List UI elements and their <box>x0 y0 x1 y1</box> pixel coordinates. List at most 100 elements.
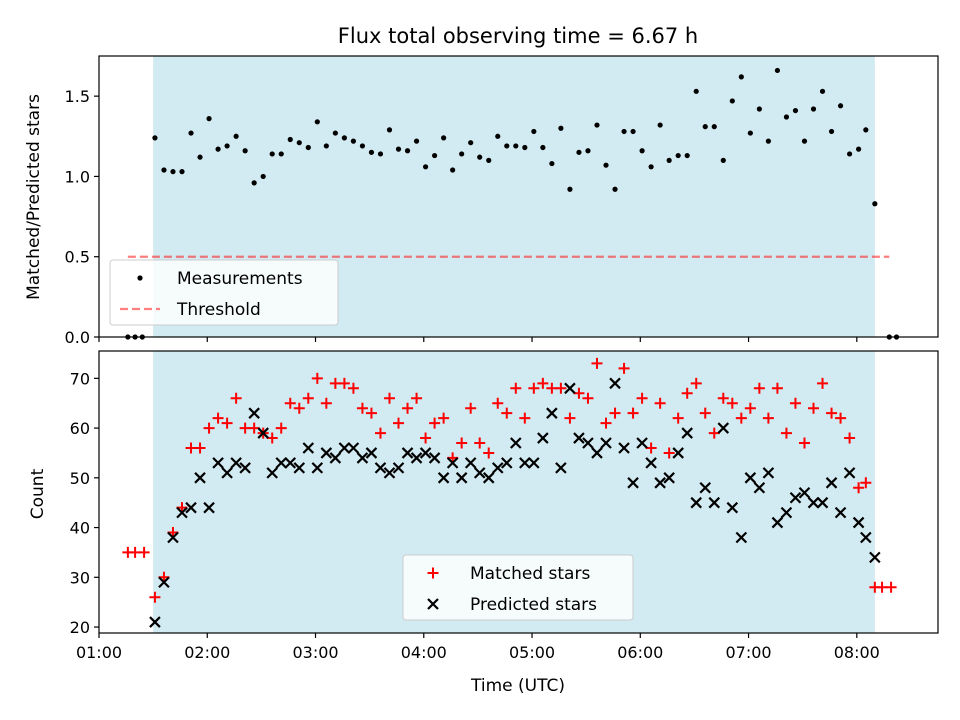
measurement-point <box>666 157 672 163</box>
matched-star-point <box>284 397 296 409</box>
x-tick-label: 05:00 <box>509 643 555 662</box>
measurement-point <box>720 157 726 163</box>
matched-star-point <box>248 422 260 434</box>
predicted-star-point <box>374 462 387 474</box>
predicted-star-point <box>825 477 838 489</box>
predicted-star-point <box>473 467 486 479</box>
matched-star-point <box>320 397 332 409</box>
measurement-point <box>846 151 853 157</box>
x-tick-label: 01:00 <box>76 643 122 662</box>
measurement-point <box>621 128 627 135</box>
matched-star-point <box>230 392 242 404</box>
predicted-star-point <box>681 427 693 439</box>
matched-star-point <box>690 377 702 389</box>
matched-star-point <box>735 412 747 424</box>
bottom-y-tick-label: 50 <box>70 469 90 488</box>
measurement-point <box>161 167 167 173</box>
matched-star-point <box>420 432 432 444</box>
predicted-star-point <box>482 472 495 484</box>
matched-star-point <box>844 432 856 444</box>
predicted-star-point <box>546 407 558 419</box>
matched-star-point <box>762 412 774 424</box>
predicted-star-point <box>158 576 170 589</box>
measurement-point <box>711 124 717 130</box>
bottom-y-axis-label: Count <box>28 468 48 519</box>
top-panel: 0.0 0.5 1.0 1.5 Measurements Threshold <box>65 55 939 347</box>
matched-star-point <box>672 412 684 424</box>
predicted-star-point <box>194 472 206 484</box>
measurement-point <box>323 143 329 149</box>
predicted-star-point <box>365 447 378 459</box>
top-legend-box <box>109 259 339 326</box>
matched-star-point <box>383 392 395 404</box>
measurement-point <box>648 164 654 170</box>
matched-star-point <box>600 417 612 429</box>
predicted-star-point <box>708 496 721 509</box>
matched-star-point <box>826 407 838 419</box>
measurement-point <box>872 201 878 207</box>
measurement-point <box>242 148 248 154</box>
predicted-star-point <box>528 457 540 469</box>
measurement-point <box>296 140 302 146</box>
predicted-star-point <box>284 457 297 469</box>
predicted-star-point <box>582 437 594 449</box>
matched-star-point <box>654 397 666 409</box>
matched-star-point <box>510 382 522 394</box>
measurement-point <box>603 162 609 168</box>
predicted-star-point <box>663 472 675 484</box>
predicted-star-point <box>230 457 242 469</box>
predicted-star-point <box>573 432 585 444</box>
top-axes-frame <box>98 55 939 338</box>
matched-star-point <box>618 362 630 374</box>
matched-star-point <box>456 437 468 449</box>
measurement-point <box>801 138 808 144</box>
matched-star-point <box>347 382 359 394</box>
bottom-legend-label: Matched stars <box>470 564 590 584</box>
top-legend-label: Measurements <box>177 269 303 289</box>
measurement-point <box>251 180 257 186</box>
x-tick-label: 04:00 <box>401 643 447 662</box>
measurement-point <box>702 124 708 130</box>
predicted-star-point <box>311 462 324 474</box>
measurement-point <box>432 152 438 159</box>
matched-star-point <box>519 412 531 424</box>
measurement-point <box>612 186 618 192</box>
measurement-point <box>792 107 799 114</box>
predicted-star-point <box>293 462 306 474</box>
predicted-star-point <box>654 477 666 489</box>
measurement-point <box>459 151 465 157</box>
measurement-point <box>278 151 284 157</box>
measurement-point <box>765 138 771 144</box>
measurement-point <box>477 154 483 160</box>
measurement-point <box>540 144 546 151</box>
measurement-point <box>377 151 384 157</box>
measurement-point <box>567 186 573 192</box>
matched-star-point <box>365 407 377 419</box>
predicted-star-point <box>257 427 269 439</box>
matched-star-point <box>726 397 738 409</box>
predicted-star-point <box>762 467 775 479</box>
measurement-point <box>305 144 311 151</box>
measurement-point <box>413 138 420 144</box>
measurement-point <box>197 154 203 160</box>
predicted-star-point <box>807 496 820 509</box>
measurement-point <box>224 143 230 149</box>
top-legend-label: Threshold <box>176 300 261 320</box>
predicted-star-point <box>266 467 278 479</box>
predicted-star-point <box>167 531 179 544</box>
predicted-star-point <box>645 457 657 469</box>
matched-star-point <box>885 581 897 593</box>
measurement-point <box>639 148 645 154</box>
matched-star-point <box>681 387 693 399</box>
measurement-point <box>774 67 781 74</box>
measurement-point <box>747 130 753 136</box>
matched-star-point <box>203 422 215 434</box>
matched-star-point <box>138 546 150 558</box>
measurement-point <box>152 135 158 141</box>
predicted-star-point <box>392 462 405 474</box>
measurement-point <box>738 74 744 80</box>
measurement-point <box>368 149 375 155</box>
matched-star-point <box>492 397 504 409</box>
predicted-star-point <box>437 472 450 484</box>
matched-star-point <box>221 417 233 429</box>
